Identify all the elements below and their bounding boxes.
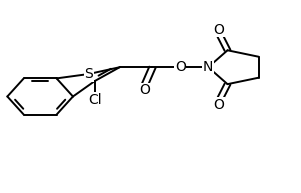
- Text: Cl: Cl: [88, 93, 102, 107]
- Text: O: O: [213, 98, 224, 112]
- Text: O: O: [139, 83, 150, 97]
- Text: N: N: [203, 60, 213, 74]
- Text: O: O: [213, 23, 224, 36]
- Text: O: O: [175, 60, 186, 74]
- Text: S: S: [84, 67, 93, 81]
